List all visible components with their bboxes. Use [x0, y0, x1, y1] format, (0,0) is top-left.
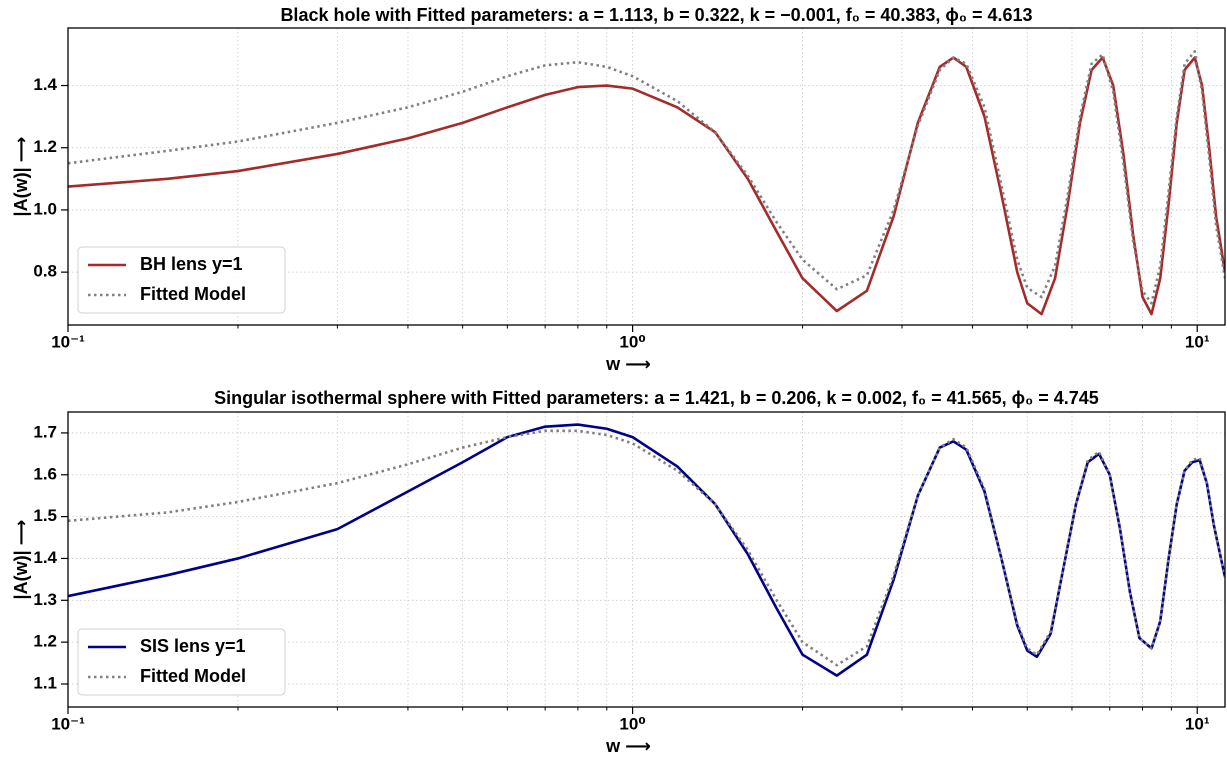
y-tick-label: 1.1: [33, 673, 57, 692]
y-tick-label: 1.4: [33, 75, 57, 94]
x-tick-label: 10¹: [1185, 332, 1210, 351]
legend-label: Fitted Model: [140, 666, 246, 686]
axes-frame: [67, 411, 1226, 708]
axes-frame: [67, 27, 1226, 326]
y-tick-label: 1.0: [33, 199, 57, 218]
legend-box: [77, 246, 286, 314]
legend-label: Fitted Model: [140, 284, 246, 304]
y-tick-label: 0.8: [33, 262, 57, 281]
y-tick-label: 1.2: [33, 632, 57, 651]
y-tick-label: 1.6: [33, 464, 57, 483]
plot-area: [68, 50, 1225, 316]
y-tick-label: 1.5: [33, 506, 57, 525]
x-tick-label: 10⁻¹: [51, 332, 85, 351]
x-tick-label: 10¹: [1185, 714, 1210, 733]
y-tick-label: 1.7: [33, 422, 57, 441]
y-tick-label: 1.2: [33, 137, 57, 156]
y-axis-label: |A(w)| ⟶: [11, 137, 31, 217]
series-line: [68, 429, 1225, 667]
y-axis-label: |A(w)| ⟶: [11, 520, 31, 600]
series-line: [68, 423, 1225, 677]
chart-title: Singular isothermal sphere with Fitted p…: [214, 388, 1099, 408]
series-line: [68, 50, 1225, 305]
y-tick-label: 1.4: [33, 548, 57, 567]
legend-label: BH lens y=1: [140, 254, 243, 274]
legend-box: [77, 628, 286, 696]
x-axis-label: w ⟶: [605, 736, 651, 756]
x-axis-label: w ⟶: [605, 354, 651, 374]
plot-area: [68, 423, 1225, 677]
series-line: [68, 56, 1225, 316]
y-tick-label: 1.3: [33, 590, 57, 609]
chart-title: Black hole with Fitted parameters: a = 1…: [280, 5, 1032, 25]
x-tick-label: 10⁰: [619, 714, 645, 733]
legend-label: SIS lens y=1: [140, 636, 246, 656]
x-tick-label: 10⁻¹: [51, 714, 85, 733]
x-tick-label: 10⁰: [619, 332, 645, 351]
